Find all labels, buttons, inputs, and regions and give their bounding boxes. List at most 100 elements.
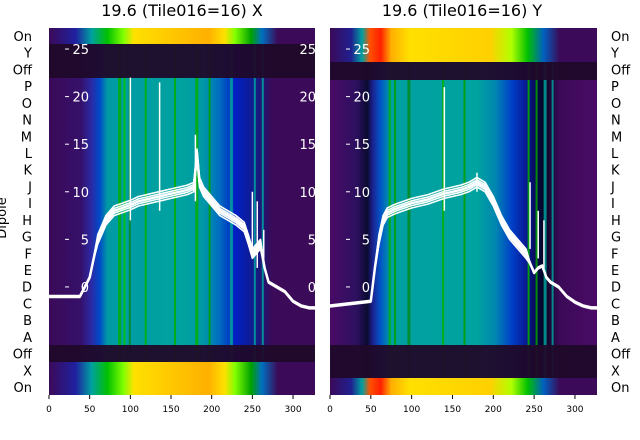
y-tick-label: 25	[353, 43, 370, 58]
row-label: P	[24, 80, 32, 95]
heatmap-streak	[463, 28, 466, 395]
row-label: F	[611, 247, 618, 262]
y-tick-label: 25	[72, 43, 89, 58]
x-tick-label: 200	[203, 405, 220, 415]
y-tick-label: 5	[81, 233, 89, 248]
on-band-top	[330, 28, 597, 62]
off-band-bottom	[330, 345, 597, 378]
heatmap-streak	[527, 28, 530, 395]
row-label: Off	[611, 348, 631, 363]
x-tick-label: 300	[566, 405, 583, 415]
row-label: X	[23, 364, 32, 379]
row-label: J	[610, 180, 615, 195]
row-label: D	[611, 281, 621, 296]
row-label: X	[611, 364, 620, 379]
row-label: Off	[611, 63, 631, 78]
row-label: C	[611, 297, 620, 312]
row-label: D	[22, 281, 32, 296]
y-tick-label-right: 20	[299, 91, 316, 106]
x-tick-label: 150	[162, 405, 179, 415]
x-tick-label: 50	[84, 405, 96, 415]
row-label: G	[22, 231, 32, 246]
dipole-axis-label: Dipole	[0, 197, 10, 238]
heatmap-streak	[551, 28, 554, 395]
heatmap-streak	[253, 28, 256, 395]
row-label: L	[25, 147, 33, 162]
y-tick-label-right: 25	[299, 43, 316, 58]
row-label: G	[611, 231, 621, 246]
panel-x-title: 19.6 (Tile016=16) X	[101, 1, 263, 20]
x-tick-label: 100	[403, 405, 420, 415]
row-label: H	[22, 214, 32, 229]
y-tick-label: 15	[353, 138, 370, 153]
row-label: C	[23, 297, 32, 312]
row-label: I	[611, 197, 615, 212]
row-label: L	[611, 147, 619, 162]
row-label: Y	[23, 47, 32, 62]
y-tick-label-right: 5	[308, 233, 316, 248]
row-label: On	[14, 381, 32, 396]
x-tick-label: 150	[444, 405, 461, 415]
x-tick-label: 250	[244, 405, 261, 415]
x-tick-label: 300	[284, 405, 301, 415]
on-band-bottom	[49, 362, 315, 395]
y-tick-label: 5	[362, 233, 370, 248]
y-tick-label: 10	[72, 186, 89, 201]
y-tick-label: 20	[72, 91, 89, 106]
row-label: On	[611, 30, 629, 45]
heatmap-streak	[543, 28, 547, 395]
row-label: H	[611, 214, 621, 229]
row-label: I	[28, 197, 32, 212]
y-tick-label: 15	[72, 138, 89, 153]
x-tick-label: 100	[122, 405, 139, 415]
row-label: M	[21, 130, 32, 145]
x-tick-label: 50	[365, 405, 377, 415]
row-label: E	[24, 264, 32, 279]
y-tick-label-right: 15	[299, 138, 316, 153]
y-tick-label-right: 10	[299, 186, 316, 201]
row-label: O	[611, 97, 621, 112]
on-band-top	[49, 28, 315, 44]
row-label: A	[23, 331, 32, 346]
row-label: K	[23, 164, 32, 179]
heatmap-streak	[174, 28, 177, 395]
y-tick-label: 0	[362, 281, 370, 296]
heatmap-streak	[261, 28, 264, 395]
row-label: O	[22, 97, 32, 112]
x-tick-label: 200	[485, 405, 502, 415]
row-label: B	[23, 314, 32, 329]
row-label: N	[22, 114, 32, 129]
off-band-bottom	[49, 345, 315, 362]
heatmap-streak	[208, 28, 211, 395]
y-tick-label-right: 0	[308, 281, 316, 296]
row-label: Off	[13, 63, 33, 78]
on-band-bottom	[330, 378, 597, 395]
off-band-top	[330, 62, 597, 80]
row-label: F	[25, 247, 32, 262]
x-tick-label: 0	[46, 405, 52, 415]
y-tick-label: 10	[353, 186, 370, 201]
row-label: P	[611, 80, 619, 95]
row-label: On	[611, 381, 629, 396]
heatmap-streak	[144, 28, 147, 395]
row-label: Y	[610, 47, 619, 62]
y-tick-label: 20	[353, 91, 370, 106]
row-label: N	[611, 114, 621, 129]
heatmap-streak	[229, 28, 233, 395]
heatmap-streak	[407, 28, 411, 395]
x-tick-label: 0	[327, 405, 333, 415]
row-label: M	[611, 130, 622, 145]
row-label: Off	[13, 348, 33, 363]
row-label: A	[611, 331, 620, 346]
row-label: B	[611, 314, 620, 329]
panel-y-heatmap: 0 50 100 150 200 250 300 0 5 10 15 20 25	[327, 28, 597, 415]
row-label: On	[14, 30, 32, 45]
row-label: E	[611, 264, 619, 279]
heatmap-streak	[195, 28, 199, 395]
heatmap-streak	[535, 28, 538, 395]
row-label: K	[611, 164, 620, 179]
